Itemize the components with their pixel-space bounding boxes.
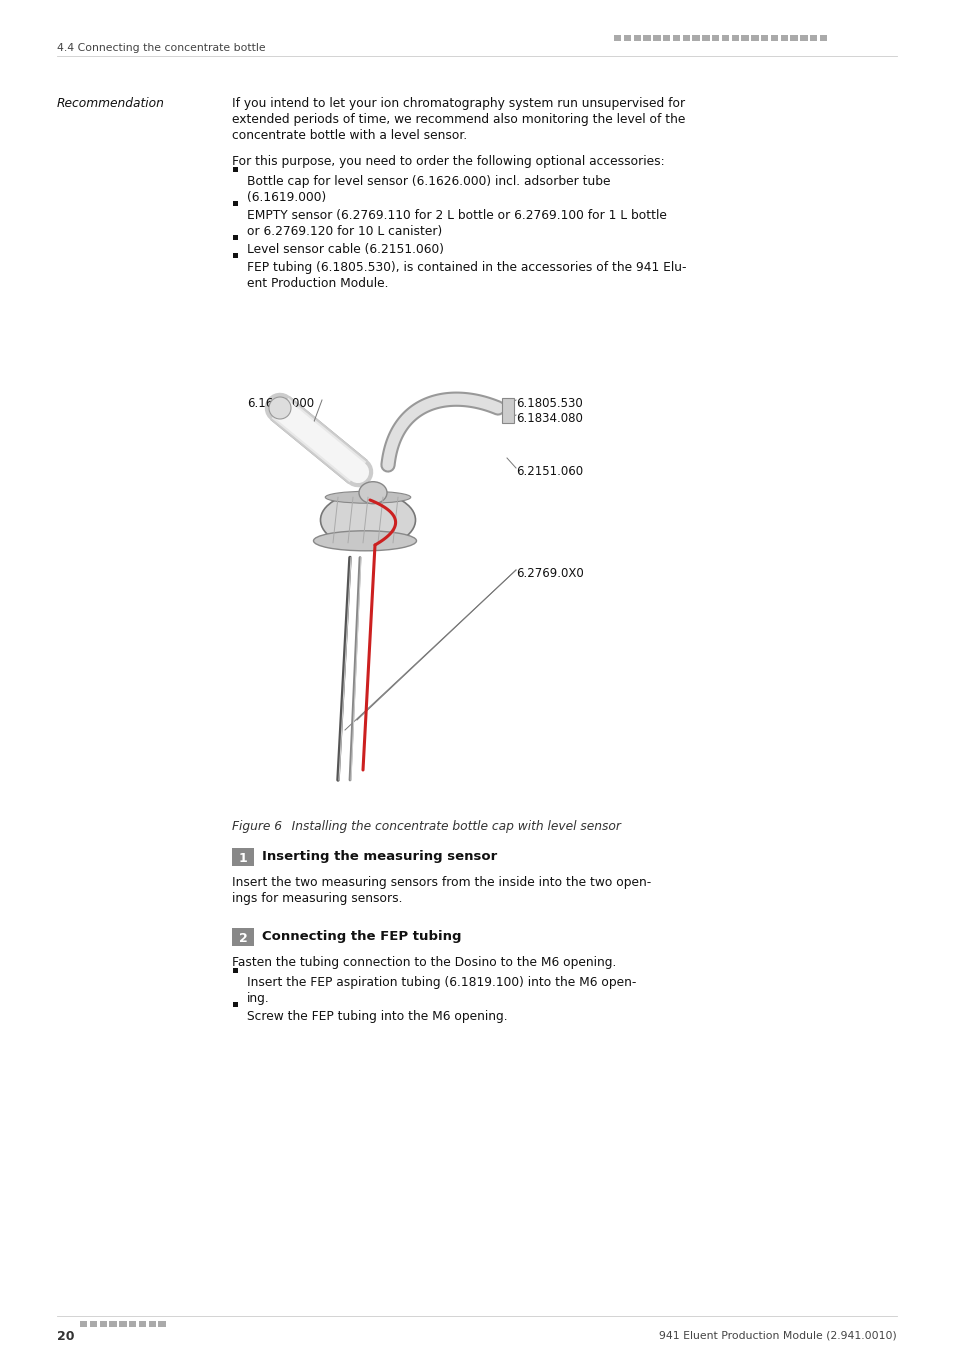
Bar	[110, 1322, 117, 1327]
Text: Level sensor cable (6.2151.060): Level sensor cable (6.2151.060)	[247, 243, 443, 256]
Text: 20: 20	[57, 1330, 74, 1343]
Bar	[80, 1322, 88, 1327]
Bar	[800, 35, 807, 40]
Text: or 6.2769.120 for 10 L canister): or 6.2769.120 for 10 L canister)	[247, 225, 442, 238]
Text: Insert the two measuring sensors from the inside into the two open-: Insert the two measuring sensors from th…	[232, 876, 651, 890]
Bar	[809, 35, 817, 40]
Bar	[633, 35, 640, 40]
Circle shape	[269, 397, 291, 418]
Bar	[501, 398, 514, 423]
Ellipse shape	[314, 531, 416, 551]
Bar	[672, 35, 679, 40]
Bar	[721, 35, 728, 40]
Bar	[99, 1322, 107, 1327]
Text: FEP tubing (6.1805.530), is contained in the accessories of the 941 Elu-: FEP tubing (6.1805.530), is contained in…	[247, 261, 686, 274]
Text: Screw the FEP tubing into the M6 opening.: Screw the FEP tubing into the M6 opening…	[247, 1010, 507, 1023]
Bar	[623, 35, 631, 40]
Text: 6.2769.0X0: 6.2769.0X0	[516, 567, 583, 580]
Text: Fasten the tubing connection to the Dosino to the M6 opening.: Fasten the tubing connection to the Dosi…	[232, 956, 616, 969]
Text: Bottle cap for level sensor (6.1626.000) incl. adsorber tube: Bottle cap for level sensor (6.1626.000)…	[247, 176, 610, 188]
Text: Figure 6: Figure 6	[232, 819, 282, 833]
Text: 941 Eluent Production Module (2.941.0010): 941 Eluent Production Module (2.941.0010…	[659, 1330, 896, 1341]
Bar	[642, 35, 650, 40]
Text: 2: 2	[238, 931, 247, 945]
Text: For this purpose, you need to order the following optional accessories:: For this purpose, you need to order the …	[232, 155, 664, 167]
Bar	[740, 35, 748, 40]
Bar	[232, 927, 253, 946]
Text: ing.: ing.	[247, 992, 270, 1004]
Bar	[233, 167, 237, 171]
Text: 6.1619.000: 6.1619.000	[247, 397, 314, 410]
Bar	[750, 35, 758, 40]
Bar	[614, 35, 620, 40]
Bar	[233, 252, 237, 258]
Bar	[682, 35, 689, 40]
Bar	[731, 35, 739, 40]
Text: 6.2151.060: 6.2151.060	[516, 464, 582, 478]
Bar	[233, 968, 237, 973]
Bar	[138, 1322, 146, 1327]
Bar	[760, 35, 768, 40]
Text: Installing the concentrate bottle cap with level sensor: Installing the concentrate bottle cap wi…	[280, 819, 620, 833]
Bar	[158, 1322, 166, 1327]
Bar	[129, 1322, 136, 1327]
Text: Connecting the FEP tubing: Connecting the FEP tubing	[262, 930, 461, 944]
Ellipse shape	[325, 491, 411, 504]
Bar	[233, 201, 237, 207]
Text: ent Production Module.: ent Production Module.	[247, 277, 388, 290]
Bar	[692, 35, 700, 40]
Bar	[232, 848, 253, 865]
Bar	[233, 235, 237, 240]
Bar	[711, 35, 719, 40]
Bar	[819, 35, 826, 40]
Bar	[780, 35, 787, 40]
Bar	[119, 1322, 127, 1327]
Bar	[233, 1002, 237, 1007]
Text: concentrate bottle with a level sensor.: concentrate bottle with a level sensor.	[232, 130, 467, 142]
Bar	[701, 35, 709, 40]
Bar	[770, 35, 778, 40]
Text: 4.4 Connecting the concentrate bottle: 4.4 Connecting the concentrate bottle	[57, 43, 265, 53]
Bar	[90, 1322, 97, 1327]
Bar	[662, 35, 670, 40]
Text: If you intend to let your ion chromatography system run unsupervised for: If you intend to let your ion chromatogr…	[232, 97, 684, 109]
Bar	[149, 1322, 156, 1327]
Ellipse shape	[320, 493, 416, 548]
Text: 1: 1	[238, 852, 247, 864]
Bar	[790, 35, 797, 40]
Text: extended periods of time, we recommend also monitoring the level of the: extended periods of time, we recommend a…	[232, 113, 684, 126]
Text: (6.1619.000): (6.1619.000)	[247, 190, 326, 204]
Text: EMPTY sensor (6.2769.110 for 2 L bottle or 6.2769.100 for 1 L bottle: EMPTY sensor (6.2769.110 for 2 L bottle …	[247, 209, 666, 221]
Text: Recommendation: Recommendation	[57, 97, 165, 109]
Ellipse shape	[358, 482, 387, 504]
Text: 6.1834.080: 6.1834.080	[516, 412, 582, 425]
Bar	[653, 35, 660, 40]
Text: 6.1805.530: 6.1805.530	[516, 397, 582, 410]
Text: Inserting the measuring sensor: Inserting the measuring sensor	[262, 850, 497, 863]
Text: Insert the FEP aspiration tubing (6.1819.100) into the M6 open-: Insert the FEP aspiration tubing (6.1819…	[247, 976, 636, 990]
Text: ings for measuring sensors.: ings for measuring sensors.	[232, 892, 402, 904]
